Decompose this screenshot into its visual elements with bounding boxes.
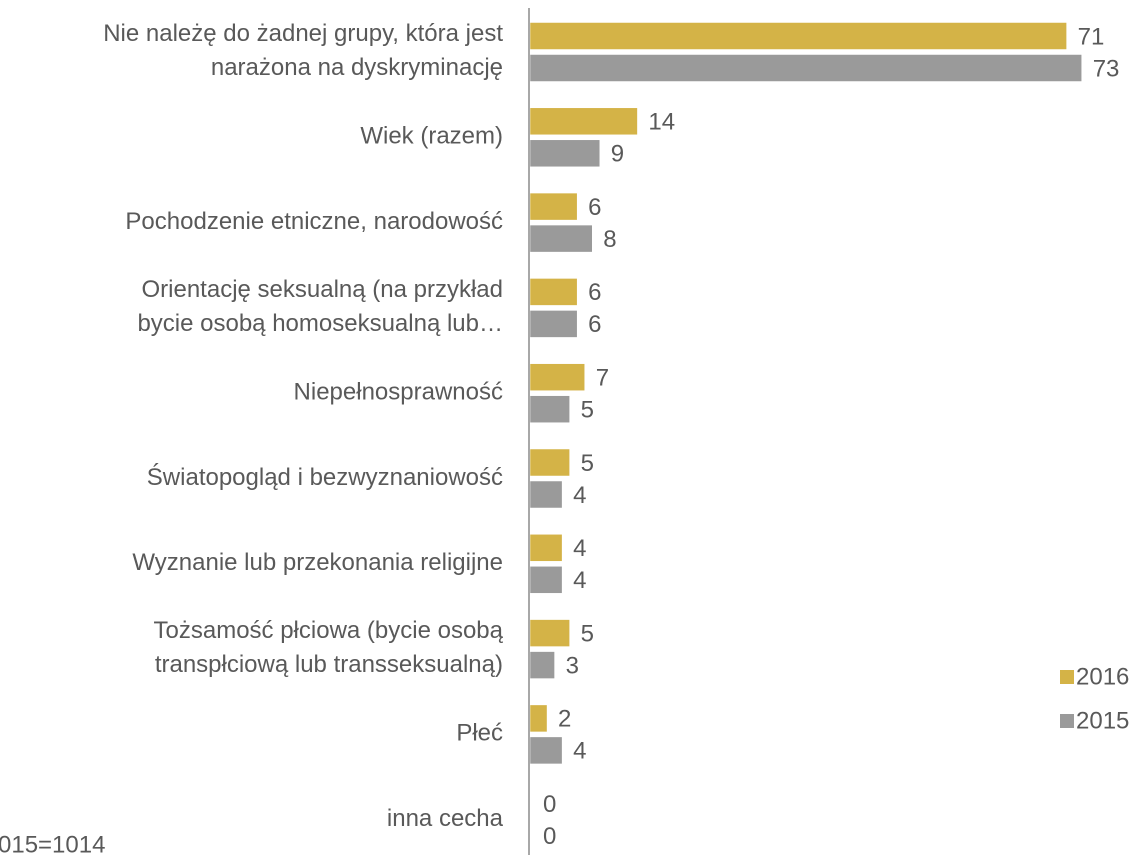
category-label-line: Tożsamość płciowa (bycie osobą [154, 617, 504, 644]
category-label: Płeć [456, 720, 503, 747]
bar [530, 54, 1082, 82]
legend-swatch [1060, 714, 1074, 728]
value-label: 6 [588, 279, 601, 306]
value-label: 8 [603, 226, 616, 253]
bar [530, 737, 562, 764]
value-label: 4 [573, 738, 586, 765]
note: 015=1014 [0, 831, 105, 855]
bar [530, 225, 592, 252]
category-label-line: bycie osobą homoseksualną lub… [137, 310, 503, 337]
category-label-line: narażona na dyskryminację [211, 54, 503, 81]
bar [530, 566, 562, 594]
legend-label: 2016 [1076, 663, 1129, 690]
value-label: 73 [1093, 55, 1120, 82]
legend-label: 2015 [1076, 707, 1129, 734]
category-label-line: Orientację seksualną (na przykład [141, 276, 503, 303]
value-label: 4 [573, 535, 586, 562]
value-label: 0 [543, 823, 556, 850]
legend-swatch [1060, 670, 1074, 684]
value-label: 3 [566, 652, 579, 679]
value-label: 7 [596, 365, 609, 392]
value-label: 14 [648, 109, 675, 136]
bar [530, 108, 638, 135]
bar [530, 534, 562, 562]
bar [530, 449, 570, 476]
bar [530, 140, 600, 167]
value-label: 5 [581, 620, 594, 647]
bar [530, 395, 570, 423]
category-label: Nie należę do żadnej grupy, która jest na… [103, 20, 503, 81]
category-label: Wiek (razem) [360, 123, 503, 150]
value-label: 6 [588, 194, 601, 221]
category-label-line: transpłciową lub transseksualną) [155, 651, 503, 678]
value-label: 9 [611, 141, 624, 168]
category-label: Tożsamość płciowa (bycie osobą transpłcio… [154, 617, 504, 678]
bar [530, 310, 577, 338]
category-label: Wyznanie lub przekonania religijne [132, 549, 503, 576]
bar [530, 651, 555, 679]
bar [530, 278, 577, 306]
value-label: 4 [573, 482, 586, 509]
bar [530, 619, 570, 647]
bar [530, 363, 585, 391]
category-label: Pochodzenie etniczne, narodowość [125, 208, 503, 235]
value-label: 5 [581, 397, 594, 424]
value-label: 71 [1078, 23, 1105, 50]
bar [530, 193, 577, 220]
bar [530, 481, 562, 508]
value-label: 0 [543, 791, 556, 818]
category-label: Światopogląd i bezwyznaniowość [147, 463, 503, 491]
category-label: Niepełnosprawność [294, 379, 503, 406]
category-label: inna cecha [387, 805, 504, 832]
value-label: 4 [573, 567, 586, 594]
bar [530, 22, 1067, 50]
category-label-line: Nie należę do żadnej grupy, która jest [103, 20, 503, 47]
value-label: 5 [581, 450, 594, 477]
category-label: Orientację seksualną (na przykład bycie o… [137, 276, 503, 337]
bar [530, 705, 547, 732]
value-label: 2 [558, 706, 571, 733]
value-label: 6 [588, 311, 601, 338]
